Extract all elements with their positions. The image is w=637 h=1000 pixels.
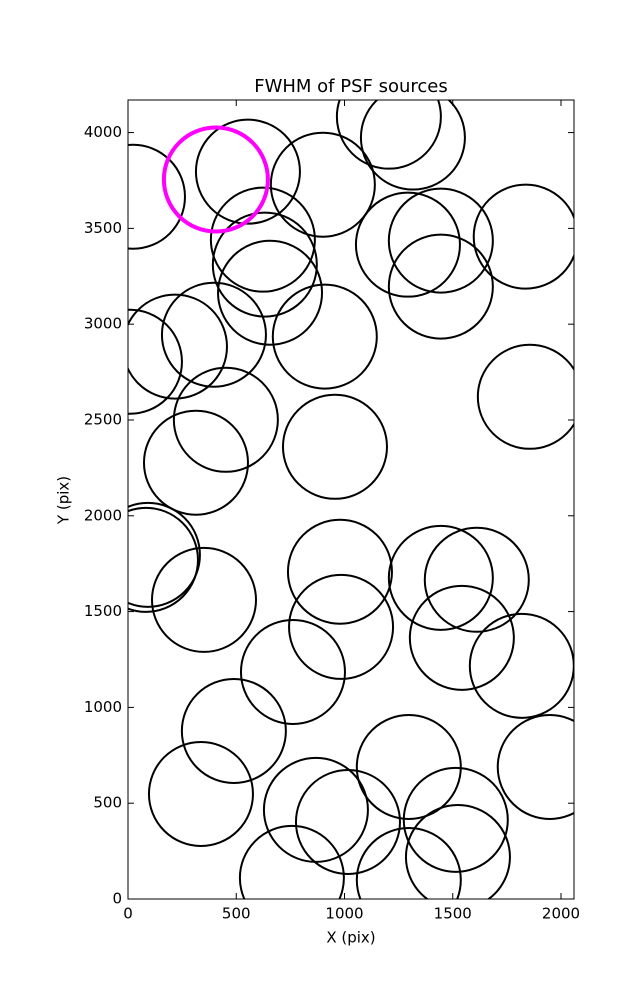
source-circle xyxy=(402,766,509,873)
plot-frame xyxy=(127,99,575,900)
source-circle xyxy=(161,125,270,234)
source-circle xyxy=(128,293,228,400)
source-circle xyxy=(180,677,287,784)
x-tick-label: 0 xyxy=(123,905,133,923)
source-circle xyxy=(423,526,530,633)
source-circle xyxy=(128,501,201,608)
source-circle xyxy=(239,618,346,725)
source-circle xyxy=(294,768,401,875)
source-circle xyxy=(238,824,345,899)
x-tick-label: 500 xyxy=(222,905,251,923)
source-circle xyxy=(472,183,574,290)
source-circle xyxy=(128,308,183,415)
source-circle xyxy=(262,756,369,863)
plot-marks xyxy=(128,100,574,899)
source-circle xyxy=(355,827,462,899)
source-circle xyxy=(496,713,574,820)
source-circle xyxy=(476,343,574,450)
source-circle xyxy=(217,239,324,346)
source-circle xyxy=(271,283,378,390)
source-circle xyxy=(150,546,257,653)
source-circle xyxy=(335,100,442,170)
source-circle xyxy=(142,409,249,516)
source-circle xyxy=(281,393,388,500)
source-circle xyxy=(355,713,462,820)
source-circle xyxy=(209,186,316,293)
source-circle xyxy=(211,211,318,318)
source-circle xyxy=(160,281,267,388)
y-tick-label: 4000 xyxy=(84,123,122,141)
y-tick-label: 3000 xyxy=(84,315,122,333)
chart-title: FWHM of PSF sources xyxy=(254,76,448,97)
y-tick-label: 500 xyxy=(93,794,122,812)
y-tick-label: 1000 xyxy=(84,698,122,716)
source-circle xyxy=(147,740,254,847)
source-circle xyxy=(468,612,574,719)
source-circle xyxy=(359,100,466,191)
source-circle xyxy=(354,191,461,298)
x-tick-label: 2000 xyxy=(542,905,580,923)
source-circle xyxy=(194,118,301,225)
y-axis-label: Y (pix) xyxy=(55,476,73,525)
x-tick-label: 1500 xyxy=(434,905,472,923)
y-tick-label: 2500 xyxy=(84,410,122,428)
source-circle xyxy=(269,131,376,238)
source-circle xyxy=(404,804,511,899)
source-circle xyxy=(286,518,393,625)
source-circle xyxy=(408,584,515,691)
y-tick-label: 1500 xyxy=(84,602,122,620)
source-circle xyxy=(288,573,395,680)
y-tick-label: 2000 xyxy=(84,506,122,524)
source-circle xyxy=(387,187,494,294)
y-tick-label: 3500 xyxy=(84,219,122,237)
source-circle xyxy=(387,524,494,631)
source-circle xyxy=(387,233,494,340)
y-tick-label: 0 xyxy=(112,890,122,908)
source-circle xyxy=(172,366,279,473)
x-tick-label: 1000 xyxy=(325,905,363,923)
source-circle xyxy=(128,506,199,613)
x-axis-label: X (pix) xyxy=(326,929,375,947)
source-circle xyxy=(128,143,186,250)
